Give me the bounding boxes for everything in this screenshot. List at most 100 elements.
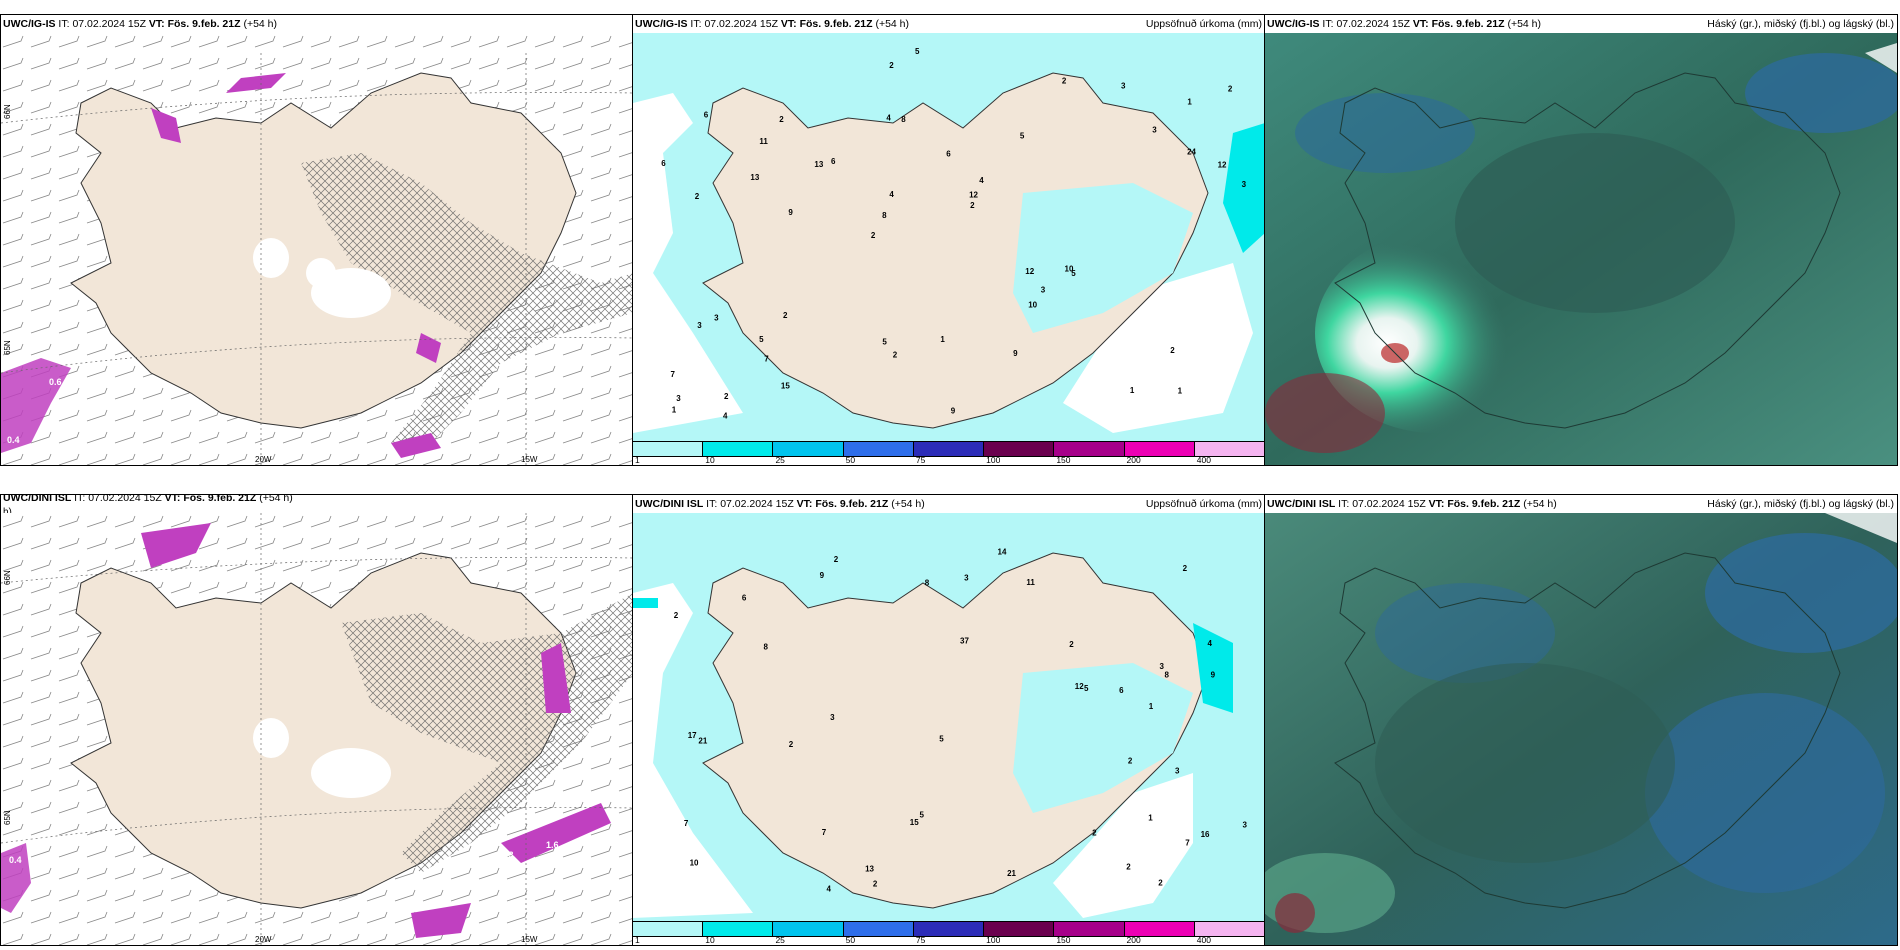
precip-value: 7 [684, 819, 689, 828]
legend-tick-label: 100 [986, 455, 1001, 465]
legend-tick-label: 10 [705, 455, 715, 465]
legend-swatch [703, 442, 774, 456]
precip-value: 10 [690, 859, 699, 868]
model-name: UWC/DINI ISL [1267, 498, 1336, 510]
legend-tick-label: 50 [845, 935, 856, 945]
model-name: UWC/IG-IS [3, 18, 56, 30]
precip-value: 3 [1243, 820, 1248, 829]
legend-swatch [1194, 442, 1265, 456]
precip-value: 3 [830, 713, 835, 722]
precip-value: 9 [820, 571, 825, 580]
panel-header: UWC/IG-IS IT: 07.02.2024 15Z VT: Fös. 9.… [633, 15, 1265, 33]
precip-value: 1 [672, 405, 677, 414]
init-time: 07.02.2024 15Z [72, 18, 146, 30]
lead-time: (+54 h) [259, 494, 293, 504]
precip-value: 2 [783, 311, 788, 320]
lon-label-15w: 15W [521, 455, 538, 464]
precip-value: 1 [1148, 814, 1153, 823]
legend-swatch [984, 922, 1055, 936]
precip-value: 6 [704, 110, 709, 119]
map-area [1265, 513, 1897, 945]
legend-swatch [913, 922, 985, 936]
legend-swatch [773, 922, 844, 936]
map-svg: 1212524636778456231224854222121091313101… [633, 33, 1265, 441]
precip-value: 16 [1201, 830, 1210, 839]
legend-colorbar [633, 921, 1265, 937]
precip-value: 2 [1128, 757, 1133, 766]
map-area: 0.6 0.4 [1, 33, 633, 465]
precip-value: 4 [889, 190, 894, 199]
precip-value: 5 [1084, 684, 1089, 693]
precip-value: 13 [750, 173, 759, 182]
panel-header: UWC/DINI ISL IT: 07.02.2024 15Z VT: Fös.… [1265, 495, 1897, 513]
cloud-panel-bottom: UWC/DINI ISL IT: 07.02.2024 15Z VT: Fös.… [1264, 494, 1898, 946]
panel-header: UWC/DINI ISL IT: 07.02.2024 15Z VT: Fös.… [633, 495, 1265, 513]
iceland-land [702, 552, 1209, 909]
precip-value: 10 [1065, 264, 1074, 273]
precip-value: 3 [1121, 81, 1126, 90]
precip-value: 2 [1183, 564, 1188, 573]
precip-value: 2 [1126, 863, 1131, 872]
precip-value: 8 [925, 578, 930, 587]
legend-tick-label: 1 [635, 455, 640, 465]
valid-time: Fös. 9.feb. 21Z [183, 494, 257, 504]
lead-time: (+54 h) [1523, 498, 1557, 510]
precip-value: 5 [939, 734, 944, 743]
precip-value: 5 [759, 335, 764, 344]
precip-value: 4 [1208, 639, 1213, 648]
precip-value: 12 [969, 191, 978, 200]
legend-swatch [773, 442, 844, 456]
contour-label: 0.4 [9, 855, 22, 865]
precip-value: 12 [1218, 161, 1227, 170]
lead-time: (+54 h) [1507, 18, 1542, 30]
precip-value: 3 [1152, 125, 1157, 134]
legend-swatch [1054, 922, 1125, 936]
precip-value: 4 [886, 114, 891, 123]
init-time: 07.02.2024 15Z [704, 18, 778, 30]
precip-value: 2 [1069, 640, 1074, 649]
precip-value: 7 [1185, 838, 1190, 847]
legend-ticks: 1 10 25 50 75 100 150 200 400 [633, 935, 1265, 945]
legend-colorbar [633, 441, 1265, 457]
lead-time: (+54 h) [891, 498, 925, 510]
lat-label-66n: 66N [3, 570, 12, 585]
legend-tick-label: 10 [705, 935, 715, 945]
legend-swatch [703, 922, 774, 936]
legend-swatch [843, 442, 914, 456]
legend-swatch [843, 922, 914, 936]
legend-ticks: 1 10 25 50 75 100 150 200 400 [633, 455, 1265, 465]
precip-value: 2 [893, 350, 898, 359]
field-title: Uppsöfnuð úrkoma (mm) [1145, 498, 1262, 510]
precip-legend: 1 10 25 50 75 100 150 200 400 [633, 441, 1265, 465]
precip-value: 1 [1187, 98, 1192, 107]
precip-value: 3 [1041, 286, 1046, 295]
precip-value: 8 [764, 643, 769, 652]
precip-value: 2 [674, 611, 679, 620]
init-time: 07.02.2024 15Z [720, 498, 794, 510]
legend-tick-label: 400 [1196, 935, 1211, 945]
precip-value: 10 [1028, 300, 1037, 309]
precip-value: 12 [1025, 267, 1034, 276]
precip-value: 11 [1026, 578, 1035, 587]
precip-value: 3 [1160, 662, 1165, 671]
precip-values: 1416371023728921276795817212112131514112… [674, 547, 1248, 893]
legend-swatch [1124, 922, 1195, 936]
precip-value: 2 [1062, 76, 1067, 85]
precip-value: 2 [695, 192, 700, 201]
precip-value: 3 [964, 574, 969, 583]
precip-value: 2 [873, 879, 878, 888]
wind-snow-panel-bottom: UWC/DINI ISL IT: 07.02.2024 15Z VT: Fös.… [0, 494, 634, 946]
precip-value: 2 [779, 115, 784, 124]
contour-label: 1.6 [546, 840, 559, 850]
precip-value: 9 [951, 406, 956, 415]
precip-value: 11 [759, 137, 768, 146]
precip-value: 3 [697, 321, 702, 330]
precip-value: 6 [831, 157, 836, 166]
legend-swatch [913, 442, 985, 456]
precip-value: 13 [814, 160, 823, 169]
precip-value: 4 [827, 884, 832, 893]
init-time: 07.02.2024 15Z [1336, 18, 1410, 30]
precip-value: 6 [1119, 686, 1124, 695]
valid-time: Fös. 9.feb. 21Z [815, 498, 889, 510]
map-area: 1 4 16 37 10 2 3 7 2 8 9 2 1 2 7 6 7 9 5 8 17 21 21 12 13 15 14 11 2… [633, 513, 1265, 921]
